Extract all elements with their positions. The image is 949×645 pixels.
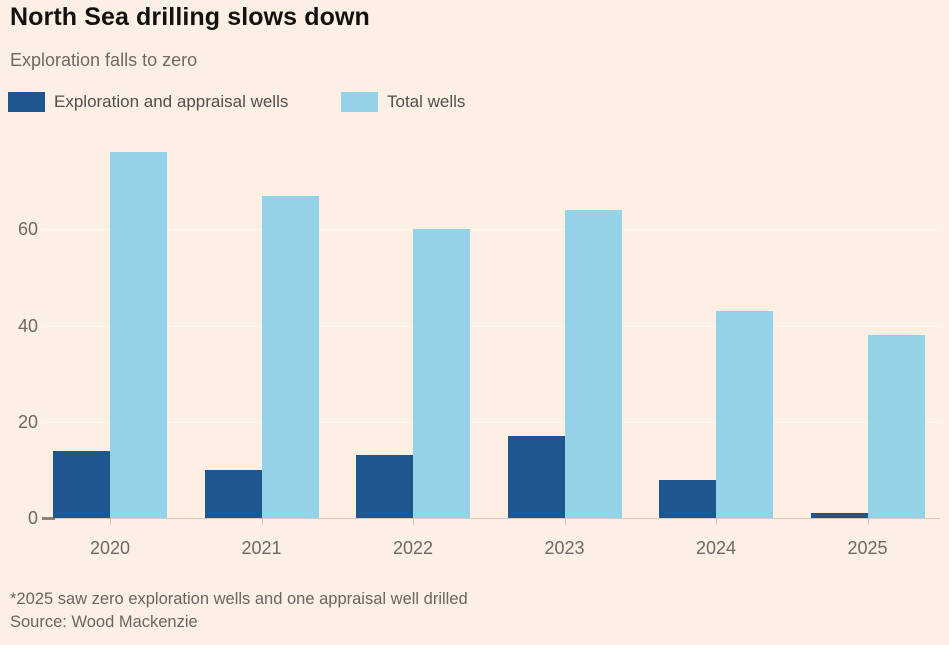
x-axis-tick-label: 2025 bbox=[847, 538, 888, 558]
x-axis-tick bbox=[867, 519, 869, 525]
x-axis-tick bbox=[716, 519, 717, 525]
bar-total-2020 bbox=[110, 152, 167, 518]
legend-item-total: Total wells bbox=[341, 92, 465, 112]
bar-exploration-2023 bbox=[507, 436, 565, 518]
y-axis-tick-label: 60 bbox=[17, 219, 38, 240]
y-axis-tick-label: 40 bbox=[17, 315, 38, 336]
x-axis-tick-label: 2024 bbox=[695, 538, 737, 558]
chart-title: North Sea drilling slows down bbox=[10, 3, 370, 31]
legend-label-total: Total wells bbox=[387, 92, 466, 111]
zero-axis-tick bbox=[42, 517, 55, 520]
x-axis-tick-label: 2021 bbox=[241, 538, 282, 558]
x-axis-tick bbox=[261, 519, 263, 525]
x-axis-tick-label: 2023 bbox=[544, 538, 585, 558]
gridline bbox=[42, 421, 940, 423]
bar-exploration-2020 bbox=[53, 450, 110, 518]
bar-exploration-2022 bbox=[356, 455, 413, 518]
x-axis-tick bbox=[110, 519, 111, 525]
bar-total-2022 bbox=[413, 229, 470, 518]
plot-area: 0 20 40 60 2020 2021 2022 2023 2024 2025 bbox=[17, 152, 940, 558]
bar-total-2021 bbox=[261, 195, 319, 518]
bar-exploration-2025 bbox=[810, 513, 868, 518]
source-line: Source: Wood Mackenzie bbox=[10, 613, 198, 631]
y-axis-tick-label: 20 bbox=[17, 411, 38, 432]
y-axis-tick-label: 0 bbox=[27, 508, 38, 528]
gridline bbox=[42, 325, 940, 327]
x-axis-tick-label: 2022 bbox=[392, 538, 434, 558]
footnote: *2025 saw zero exploration wells and one… bbox=[10, 590, 468, 608]
bar-exploration-2021 bbox=[204, 469, 262, 518]
bar-exploration-2024 bbox=[659, 479, 716, 518]
gridline bbox=[42, 229, 940, 231]
legend-swatch-exploration bbox=[8, 92, 45, 112]
bar-total-2024 bbox=[716, 311, 773, 518]
bar-total-2025 bbox=[867, 335, 925, 518]
x-axis-tick bbox=[413, 519, 414, 525]
legend: Exploration and appraisal wells Total we… bbox=[0, 92, 949, 114]
x-axis-tick bbox=[564, 519, 566, 525]
x-axis-baseline bbox=[42, 518, 940, 519]
x-axis-tick-label: 2020 bbox=[89, 538, 131, 558]
chart-subtitle: Exploration falls to zero bbox=[10, 50, 198, 70]
legend-label-exploration: Exploration and appraisal wells bbox=[54, 92, 289, 111]
legend-swatch-total bbox=[341, 92, 378, 112]
bar-total-2023 bbox=[564, 210, 622, 518]
legend-item-exploration: Exploration and appraisal wells bbox=[8, 92, 288, 112]
